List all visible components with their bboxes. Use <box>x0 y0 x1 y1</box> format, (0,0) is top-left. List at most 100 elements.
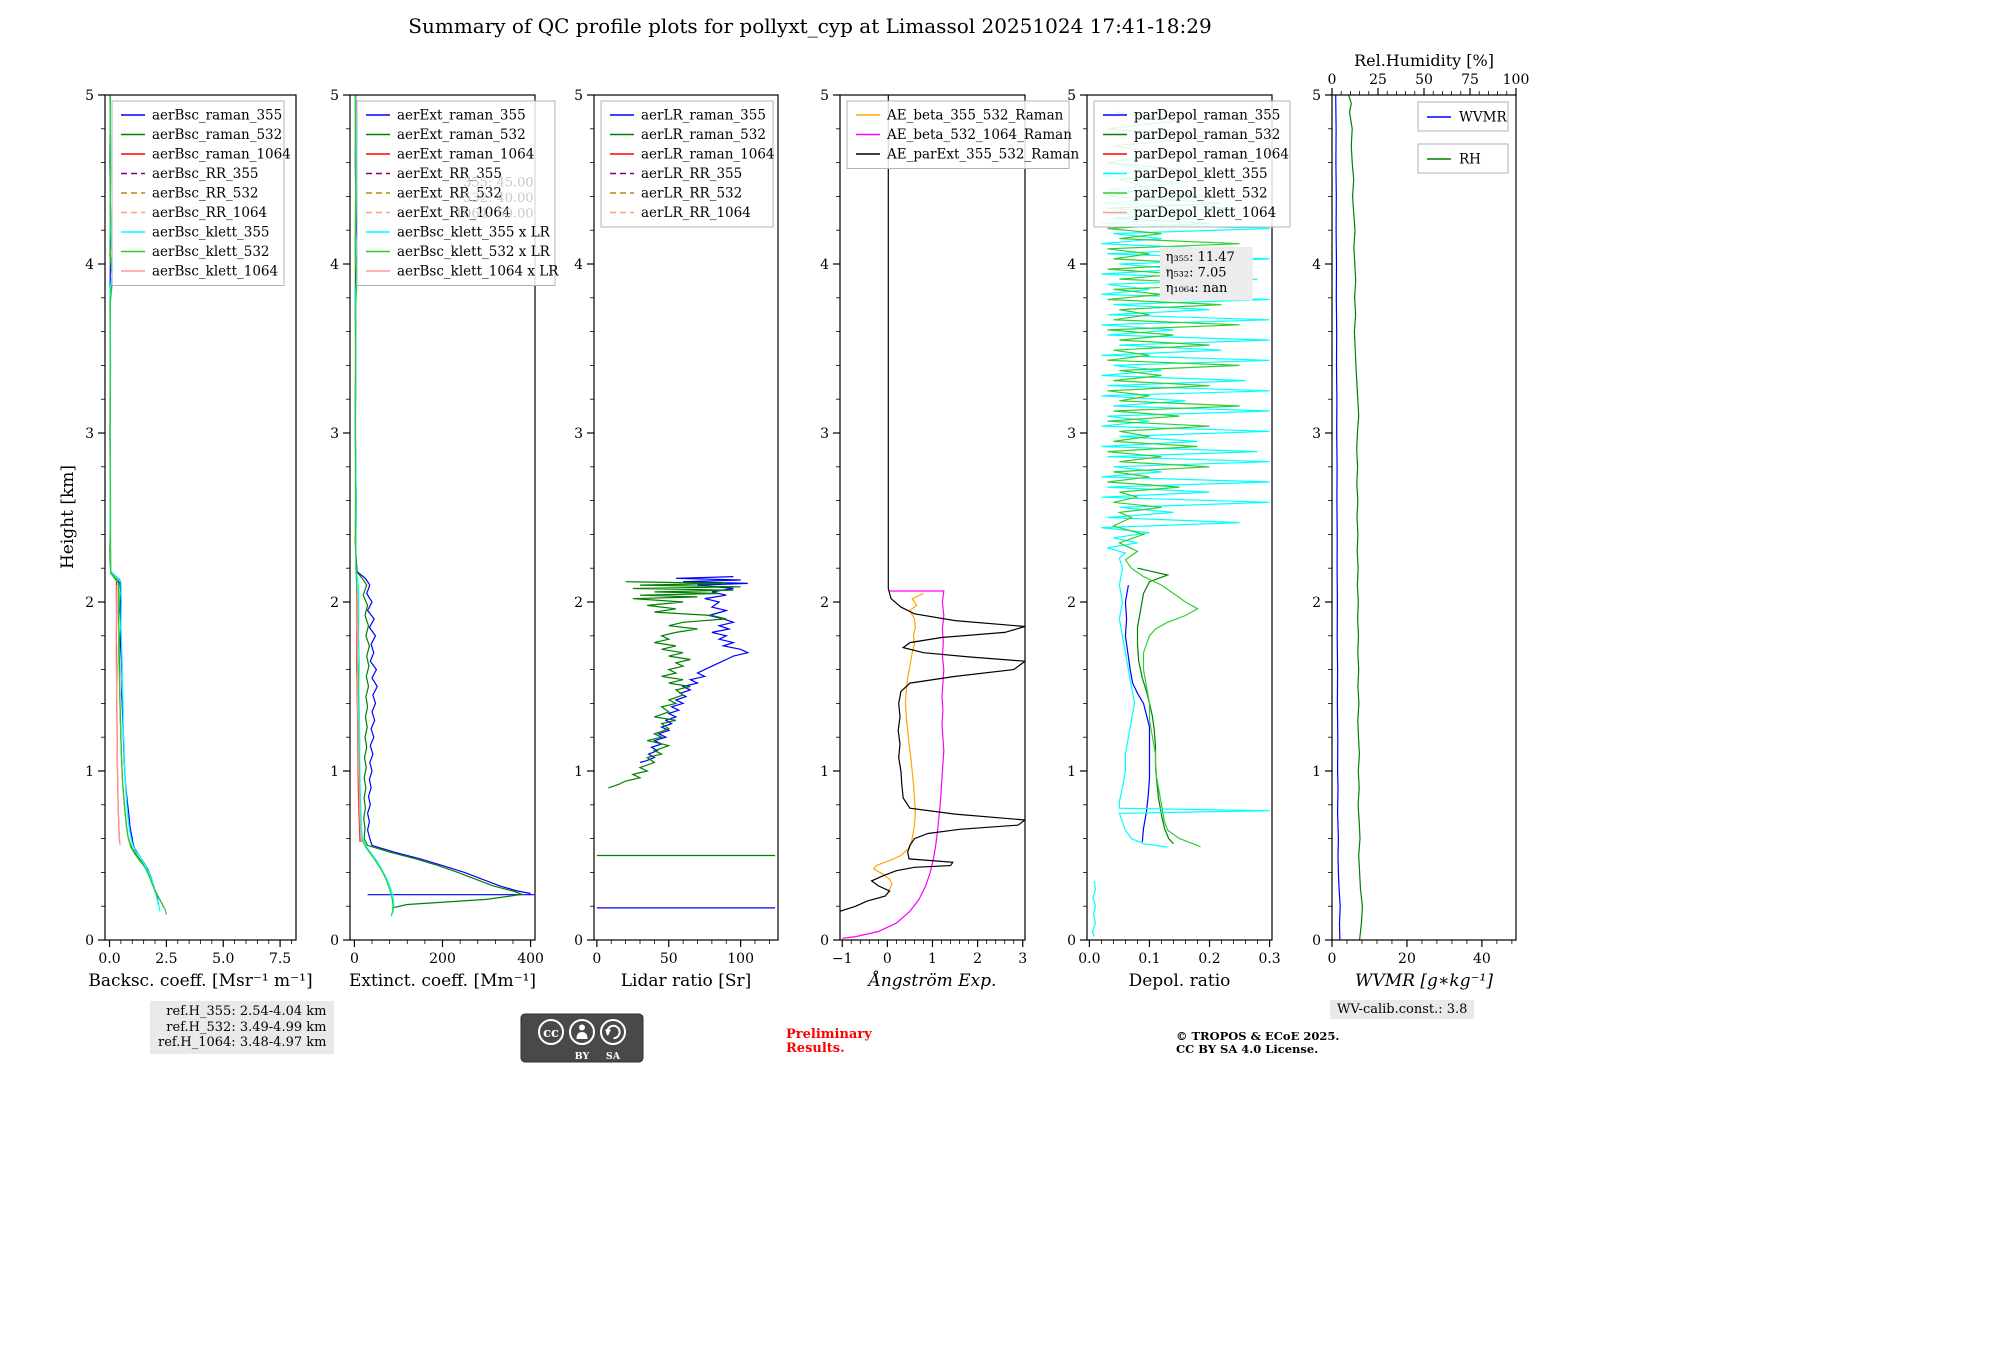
y-tick-label: 5 <box>1067 88 1076 104</box>
x-tick-label: 400 <box>517 951 544 967</box>
series-aerExt_raman_532 <box>354 95 525 909</box>
y-tick-label: 3 <box>1312 426 1321 442</box>
legend-label: aerBsc_klett_1064 <box>152 264 278 280</box>
ref-h-355: ref.H_355: 2.54-4.04 km <box>166 1004 327 1019</box>
panel-frame <box>1331 94 1517 941</box>
legend-box <box>600 100 774 228</box>
series-aerBsc_klett_532 <box>109 95 167 915</box>
y-tick-label: 3 <box>1067 426 1076 442</box>
top-tick-label: 75 <box>1461 72 1479 88</box>
badge-sa-label: SA <box>606 1051 621 1062</box>
x-tick-label: 0.2 <box>1198 951 1220 967</box>
x-tick-label: 40 <box>1473 951 1491 967</box>
x-tick-label: 0 <box>1328 951 1337 967</box>
y-tick-label: 1 <box>330 764 339 780</box>
series-layer <box>354 95 535 917</box>
legend-label: aerLR_raman_532 <box>641 127 766 143</box>
series-aerExt_raman_355 <box>354 95 535 896</box>
legend-label: aerExt_raman_532 <box>397 127 526 143</box>
panel-frame <box>104 94 297 941</box>
top-tick-label: 0 <box>1328 72 1337 88</box>
x-tick-label: 0 <box>883 951 892 967</box>
x-tick-label: 3 <box>1018 951 1027 967</box>
legend-box <box>846 100 1070 169</box>
annotation-line: 1064: 50.00 <box>455 207 534 222</box>
legend-label: aerBsc_raman_532 <box>152 127 282 143</box>
annotation-box <box>1159 246 1253 301</box>
y-tick-label: 4 <box>820 257 829 273</box>
legend-label: AE_beta_532_1064_Raman <box>886 127 1072 143</box>
x-tick-label: −1 <box>832 951 853 967</box>
legend-label: AE_parExt_355_532_Raman <box>886 147 1080 163</box>
y-tick-label: 4 <box>330 257 339 273</box>
y-tick-label: 1 <box>820 764 829 780</box>
y-tick-label: 2 <box>330 595 339 611</box>
series-layer <box>596 576 776 909</box>
y-tick-label: 0 <box>330 933 339 949</box>
series-aerLR_raman_355 <box>596 576 776 909</box>
y-tick-label: 3 <box>330 426 339 442</box>
annotation-line: η₁₀₆₄: nan <box>1166 281 1228 296</box>
series-parDepol_raman_355 <box>1124 584 1151 843</box>
series-aerLR_raman_532 <box>596 581 776 857</box>
panel-frame <box>1086 94 1273 941</box>
panel-backscatter: 0 1 2 3 4 5 0.0 2.5 5.0 7.5 Backsc. coeff. [Msr⁻¹ … <box>85 88 313 991</box>
x-tick-label: 0 <box>592 951 601 967</box>
y-tick-label: 4 <box>1312 257 1321 273</box>
series-layer <box>109 95 167 915</box>
legend-label: aerLR_RR_355 <box>641 166 742 182</box>
legend-label: RH <box>1459 152 1481 168</box>
x-tick-label: 5.0 <box>212 951 234 967</box>
x-axis-label: Depol. ratio <box>1129 971 1231 991</box>
preliminary-results-note: Preliminary Results. <box>786 1027 872 1056</box>
y-tick-label: 5 <box>820 88 829 104</box>
y-tick-label: 3 <box>820 426 829 442</box>
cc-icon <box>538 1019 564 1045</box>
legend-label: aerBsc_raman_355 <box>152 108 282 124</box>
legend-label: aerExt_raman_1064 <box>397 147 534 163</box>
legend-label: AE_beta_355_532_Raman <box>886 108 1064 124</box>
cc-icon-label: cc <box>543 1026 559 1041</box>
top-axis-label: Rel.Humidity [%] <box>1354 51 1494 70</box>
y-tick-label: 5 <box>1312 88 1321 104</box>
y-tick-label: 2 <box>1067 595 1076 611</box>
reference-height-note: ref.H_355: 2.54-4.04 km ref.H_532: 3.49-… <box>150 1001 335 1054</box>
legend-label: aerBsc_klett_1064 x LR <box>397 264 559 280</box>
y-tick-label: 5 <box>574 88 583 104</box>
legend-label: parDepol_raman_1064 <box>1134 147 1289 163</box>
series-layer <box>1091 111 1270 937</box>
x-axis-label: Backsc. coeff. [Msr⁻¹ m⁻¹] <box>88 971 312 991</box>
y-tick-label: 3 <box>85 426 94 442</box>
x-axis-label: Ångström Exp. <box>867 970 997 991</box>
x-tick-label: 50 <box>660 951 678 967</box>
x-tick-label: 0.1 <box>1138 951 1160 967</box>
annotation-line: η₅₃₂: 7.05 <box>1166 265 1227 280</box>
ref-h-1064: ref.H_1064: 3.48-4.97 km <box>158 1035 327 1050</box>
by-person-icon <box>569 1019 595 1045</box>
legend-label: aerExt_RR_532 <box>397 186 502 202</box>
top-tick-label: 25 <box>1369 72 1387 88</box>
ref-h-532: ref.H_532: 3.49-4.99 km <box>166 1019 327 1035</box>
sa-arrow-icon <box>600 1019 626 1045</box>
legend-label: aerLR_RR_1064 <box>641 205 751 221</box>
panel-depol: 0 1 2 3 4 5 0.0 0.1 0.2 0.3 Depol. ratio parDepol_r… <box>1067 88 1291 991</box>
y-tick-label: 2 <box>820 595 829 611</box>
x-tick-label: 200 <box>429 951 456 967</box>
series-aerBsc_klett_1064 <box>115 585 121 846</box>
series-AE_beta_355_532_Raman <box>872 592 924 894</box>
series-aerBsc_klett_1064 x LR <box>356 593 362 843</box>
cc-by-sa-badge: cc BY SA <box>520 1013 644 1063</box>
legend-label: aerBsc_klett_532 <box>152 244 270 260</box>
annotation-line: 355: 45.00 <box>463 176 534 191</box>
panel-frame <box>593 94 779 941</box>
legend-box <box>1093 100 1291 228</box>
wv-calibration-note: WV-calib.const.: 3.8 <box>1330 1000 1475 1019</box>
legend-label: aerBsc_klett_532 x LR <box>397 244 551 260</box>
top-tick-label: 50 <box>1415 72 1433 88</box>
legend-label: aerBsc_klett_355 <box>152 225 270 241</box>
y-tick-label: 1 <box>1312 764 1321 780</box>
y-tick-label: 5 <box>330 88 339 104</box>
